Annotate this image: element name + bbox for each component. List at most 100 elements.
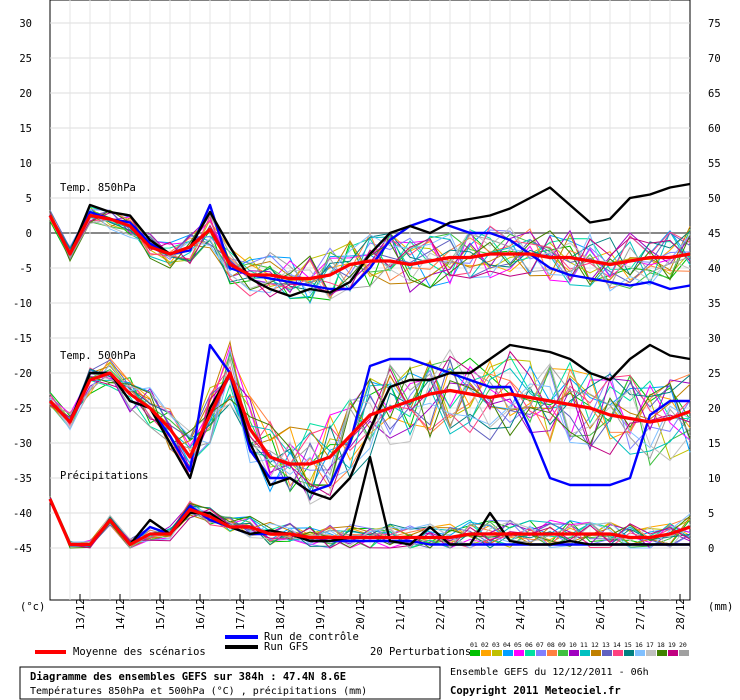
right-tick-label: 55 [708,158,721,170]
perturbation-number: 07 [536,641,544,649]
x-tick-label: 26/12 [595,598,607,630]
perturbation-05-precip-line [49,499,691,549]
x-tick-label: 13/12 [75,598,87,630]
perturbation-number: 20 [679,641,687,649]
main-lines [48,182,691,547]
x-tick-label: 27/12 [635,598,647,630]
left-tick-label: 5 [26,193,32,205]
perturbation-17-t500-line [49,348,691,505]
perturbation-number: 06 [525,641,533,649]
mean-t500-line [48,371,691,466]
perturbation-number: 02 [481,641,489,649]
left-tick-label: -5 [19,263,32,275]
perturbation-swatch [547,650,557,656]
right-tick-label: 60 [708,123,721,135]
x-tick-label: 19/12 [315,598,327,630]
right-tick-label: 45 [708,228,721,240]
perturbation-swatch [514,650,524,656]
perturbation-number: 01 [470,641,478,649]
perturbation-swatch [470,650,480,656]
left-tick-label: -40 [13,508,32,520]
perturbation-swatch [646,650,656,656]
perturbation-number: 10 [569,641,577,649]
panel-label-t850: Temp. 850hPa [60,182,136,194]
x-tick-label: 17/12 [235,598,247,630]
footer-subtitle: Températures 850hPa et 500hPa (°C) , pré… [30,685,367,697]
perturbation-number: 15 [624,641,632,649]
left-tick-label: 0 [26,228,32,240]
left-tick-label: 10 [19,158,32,170]
mean-precip-line [48,498,691,547]
control-t850-line [48,203,691,291]
x-tick-label: 21/12 [395,598,407,630]
gfs-t850-line [48,182,691,298]
perturbation-number: 09 [558,641,566,649]
right-tick-label: 50 [708,193,721,205]
x-tick-label: 25/12 [555,598,567,630]
perturbation-number: 16 [635,641,643,649]
right-tick-label: 15 [708,438,721,450]
perturbation-number: 18 [657,641,665,649]
perturbation-swatch [558,650,568,656]
panel-label-precip: Précipitations [60,470,149,482]
left-tick-label: 30 [19,18,32,30]
perturbation-number: 11 [580,641,588,649]
right-tick-label: 70 [708,53,721,65]
right-tick-label: 65 [708,88,721,100]
x-axis-ticks: 13/12 14/12 15/12 16/12 17/12 18/12 19/12 20/12… [75,594,687,630]
perturbation-number: 17 [646,641,654,649]
perturbation-swatch [613,650,623,656]
perturbation-13-t500-line [49,357,691,492]
perturbation-20-t500-line [49,358,691,477]
perturbation-swatch [569,650,579,656]
perturbation-swatch [668,650,678,656]
footer-copyright: Copyright 2011 Meteociel.fr [450,685,621,697]
perturbation-number: 14 [613,641,621,649]
perturbation-number: 12 [591,641,599,649]
legend-label-perturbations: 20 Perturbations [370,646,471,658]
legend-label-gfs: Run GFS [264,641,308,653]
footer-title: Diagramme des ensembles GEFS sur 384h : … [30,671,346,683]
perturbation-19-precip-line [49,496,691,549]
legend-label-mean: Moyenne des scénarios [73,646,206,658]
perturbation-number: 04 [503,641,511,649]
left-tick-label: 20 [19,88,32,100]
perturbation-10-t850-line [49,209,691,297]
right-axis-label: (mm) [708,601,733,613]
perturbation-17-precip-line [49,500,691,549]
left-tick-label: -10 [13,298,32,310]
right-tick-label: 5 [708,508,714,520]
x-tick-label: 20/12 [355,598,367,630]
gfs-t500-line [49,343,691,501]
x-tick-label: 28/12 [675,598,687,630]
grid [50,0,690,600]
perturbation-16-t500-line [49,363,691,480]
perturbation-18-t500-line [49,365,691,487]
left-tick-label: -15 [13,333,32,345]
right-tick-label: 0 [708,543,714,555]
perturbation-swatch [536,650,546,656]
perturbation-swatch [591,650,601,656]
left-tick-label: -30 [13,438,32,450]
perturbation-swatch [503,650,513,656]
right-tick-label: 25 [708,368,721,380]
legend: Moyenne des scénarios Run de contrôle Ru… [35,631,689,658]
left-axis-label: (°c) [20,601,45,613]
x-tick-label: 22/12 [435,598,447,630]
mean-t850-line [48,213,691,281]
left-tick-label: -45 [13,543,32,555]
x-tick-label: 15/12 [155,598,167,630]
gfs-precip-line [48,455,690,546]
left-tick-label: -20 [13,368,32,380]
footer-box [19,666,441,700]
perturbation-swatch [624,650,634,656]
perturbation-14-t850-line [49,215,691,297]
footer-run-info: Ensemble GEFS du 12/12/2011 - 06h [450,667,649,678]
right-tick-label: 20 [708,403,721,415]
x-tick-label: 24/12 [515,598,527,630]
perturbation-number: 08 [547,641,555,649]
perturbation-number: 19 [668,641,676,649]
x-tick-label: 16/12 [195,598,207,630]
